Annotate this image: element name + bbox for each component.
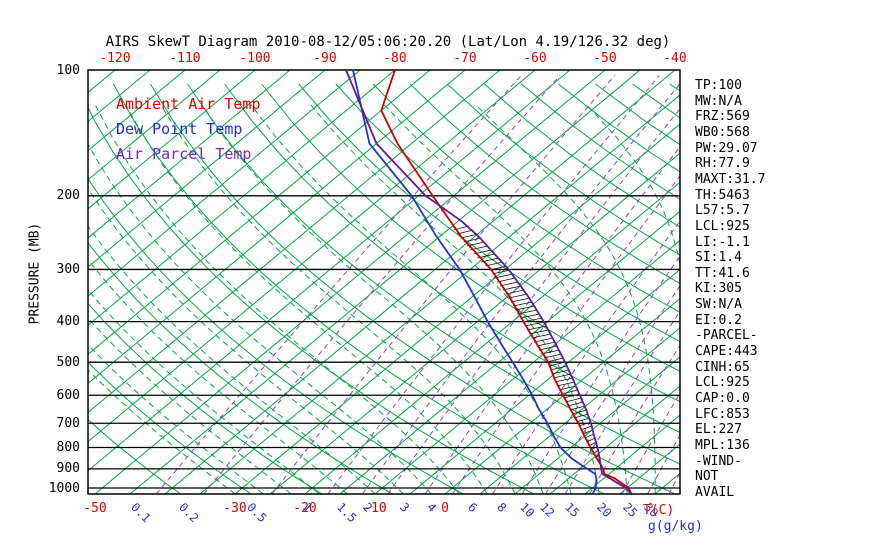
pressure-tick-label: 1000: [48, 480, 80, 496]
pressure-tick-label: 400: [56, 314, 80, 330]
stat-line: EI:0.2: [695, 312, 742, 328]
stat-line: MPL:136: [695, 437, 750, 453]
stat-line: KI:305: [695, 281, 742, 297]
stat-line: WB0:568: [695, 124, 750, 140]
pressure-tick-label: 200: [56, 188, 80, 204]
stat-line: AVAIL: [695, 484, 735, 500]
top-temp-tick-label: -70: [453, 51, 477, 66]
top-temp-tick-label: -50: [593, 51, 617, 66]
top-temp-tick-label: -90: [313, 51, 337, 66]
bottom-temp-tick-label: -30: [223, 501, 247, 516]
parcel-temp-curve: [345, 70, 632, 494]
stat-line: EL:227: [695, 422, 742, 438]
stat-line: PW:29.07: [695, 140, 758, 156]
stat-line: TT:41.6: [695, 265, 750, 281]
legend-item: Dew Point Temp: [116, 120, 243, 138]
stat-line: TH:5463: [695, 187, 750, 203]
mixing-unit-label: g(g/kg): [648, 519, 703, 534]
stat-line: -PARCEL-: [695, 328, 758, 344]
pressure-gridlines: [88, 195, 680, 489]
temp-unit-label: T(C): [643, 503, 675, 518]
stat-line: SI:1.4: [695, 250, 742, 266]
stat-line: LCL:925: [695, 218, 750, 234]
cape-hatching: [453, 225, 601, 463]
stat-line: MW:N/A: [695, 93, 742, 109]
stat-line: FRZ:569: [695, 109, 750, 125]
legend-item: Air Parcel Temp: [116, 145, 252, 163]
ambient-temp-curve: [380, 70, 633, 494]
stat-line: CINH:65: [695, 359, 750, 375]
dewpoint-curve: [352, 70, 598, 494]
pressure-tick-label: 900: [56, 461, 80, 477]
stat-line: MAXT:31.7: [695, 171, 766, 187]
pressure-tick-label: 800: [56, 439, 80, 455]
bottom-temp-tick-label: -10: [363, 501, 387, 516]
stat-line: LI:-1.1: [695, 234, 750, 250]
moist-adiabats: [88, 104, 680, 494]
stat-line: LCL:925: [695, 375, 750, 391]
top-temp-tick-label: -120: [99, 51, 131, 66]
top-temp-tick-label: -60: [523, 51, 547, 66]
top-temp-tick-label: -80: [383, 51, 407, 66]
mixing-ratio-lines: [155, 75, 680, 494]
stat-line: CAP:0.0: [695, 391, 750, 406]
top-temp-tick-label: -40: [663, 51, 687, 66]
top-temp-tick-label: -110: [169, 51, 201, 66]
stat-line: L57:5.7: [695, 203, 750, 219]
stat-line: LFC:853: [695, 406, 750, 422]
pressure-tick-label: 600: [56, 387, 80, 403]
stat-line: SW:N/A: [695, 297, 742, 313]
stat-line: -WIND-: [695, 453, 742, 469]
stat-line: CAPE:443: [695, 344, 758, 360]
stat-line: NOT: [695, 469, 719, 485]
plot-border: [87, 69, 681, 495]
bottom-temp-tick-label: 0: [441, 501, 449, 516]
bottom-temp-tick-label: -20: [293, 501, 317, 516]
stat-line: TP:100: [695, 78, 742, 93]
stat-line: RH:77.9: [695, 156, 750, 172]
legend-item: Ambient Air Temp: [116, 95, 261, 113]
bottom-temp-tick-label: -50: [83, 501, 107, 516]
pressure-tick-label: 500: [56, 354, 80, 370]
pressure-tick-label: 700: [56, 415, 80, 431]
top-temp-tick-label: -100: [239, 51, 271, 66]
pressure-tick-label: 300: [56, 261, 80, 277]
page-title: AIRS SkewT Diagram 2010-08-12/05:06:20.2…: [105, 34, 671, 50]
pressure-tick-label: 100: [56, 62, 80, 78]
